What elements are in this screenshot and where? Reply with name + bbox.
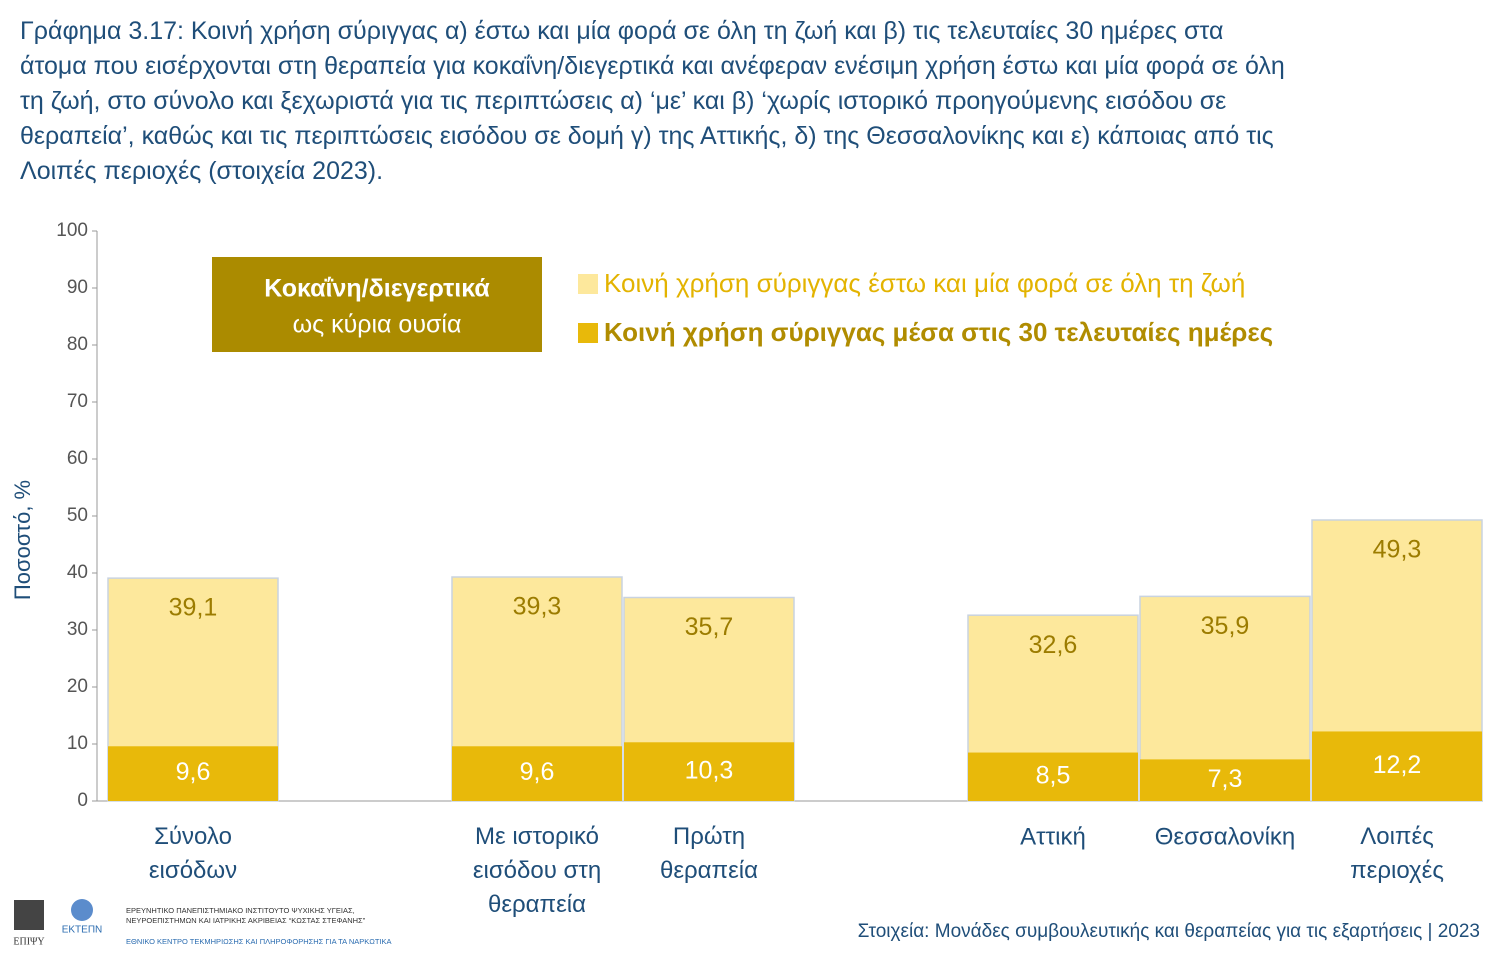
y-tick-label: 70: [67, 391, 88, 412]
source: Στοιχεία: Μονάδες συμβουλευτικής και θερ…: [858, 921, 1480, 942]
data-label: 9,6: [176, 758, 211, 786]
legend-label: Κοινή χρήση σύριγγας έστω και μία φορά σ…: [604, 268, 1245, 298]
bar: [452, 746, 622, 801]
legend-swatch: [578, 323, 598, 343]
y-tick-label: 30: [67, 619, 88, 640]
data-label: 49,3: [1373, 536, 1422, 564]
data-label: 39,1: [169, 594, 218, 622]
annotation-title: Κοκαΐνη/διεγερτικά: [264, 275, 490, 303]
y-tick-label: 0: [77, 790, 88, 811]
x-tick-label: Θεσσαλονίκη: [1155, 823, 1296, 850]
data-label: 39,3: [513, 593, 562, 621]
data-label: 10,3: [685, 756, 734, 784]
y-tick-label: 90: [67, 277, 88, 298]
legend-label: Κοινή χρήση σύριγγας μέσα στις 30 τελευτ…: [604, 317, 1273, 347]
data-label: 32,6: [1029, 631, 1078, 659]
logo-right: ΕΚΤΕΠΝ: [62, 925, 103, 936]
bar: [624, 742, 794, 801]
annotation-box: [212, 257, 542, 352]
logo-left: ΕΠΙΨΥ: [13, 936, 44, 947]
logo-institute: ΕΡΕΥΝΗΤΙΚΟ ΠΑΝΕΠΙΣΤΗΜΙΑΚΟ ΙΝΣΤΙΤΟΥΤΟ ΨΥΧ…: [126, 906, 366, 925]
x-tick-label: Με ιστορικό εισόδου στη θεραπεία: [473, 823, 601, 918]
y-axis-label: Ποσοστό, %: [10, 480, 35, 600]
annotation-subtitle: ως κύρια ουσία: [293, 311, 462, 339]
y-tick-label: 50: [67, 505, 88, 526]
y-tick-label: 10: [67, 733, 88, 754]
data-label: 7,3: [1208, 765, 1243, 793]
data-label: 35,9: [1201, 612, 1250, 640]
x-tick-label: Πρώτη θεραπεία: [660, 823, 758, 884]
y-tick-label: 20: [67, 676, 88, 697]
x-tick-label: Αττική: [1020, 823, 1086, 850]
data-label: 12,2: [1373, 751, 1422, 779]
y-tick-label: 60: [67, 448, 88, 469]
legend-swatch: [578, 274, 598, 294]
x-tick-label: Λοιπές περιοχές: [1350, 823, 1444, 884]
y-tick-label: 80: [67, 334, 88, 355]
logo-mark: [71, 899, 93, 921]
bar: [108, 746, 278, 801]
data-label: 35,7: [685, 613, 734, 641]
y-tick-label: 100: [56, 220, 88, 241]
data-label: 9,6: [520, 758, 555, 786]
logo-centre: ΕΘΝΙΚΟ ΚΕΝΤΡΟ ΤΕΚΜΗΡΙΩΣΗΣ ΚΑΙ ΠΛΗΡΟΦΟΡΗΣ…: [126, 937, 392, 946]
data-label: 8,5: [1036, 761, 1071, 789]
x-tick-label: Σύνολο εισόδων: [149, 823, 237, 884]
bar: [1140, 759, 1310, 801]
logo-mark: [14, 900, 44, 930]
bar: [968, 752, 1138, 801]
chart-title: Γράφημα 3.17: Κοινή χρήση σύριγγας α) έσ…: [20, 17, 1285, 185]
bar: [1312, 731, 1482, 801]
y-tick-label: 40: [67, 562, 88, 583]
